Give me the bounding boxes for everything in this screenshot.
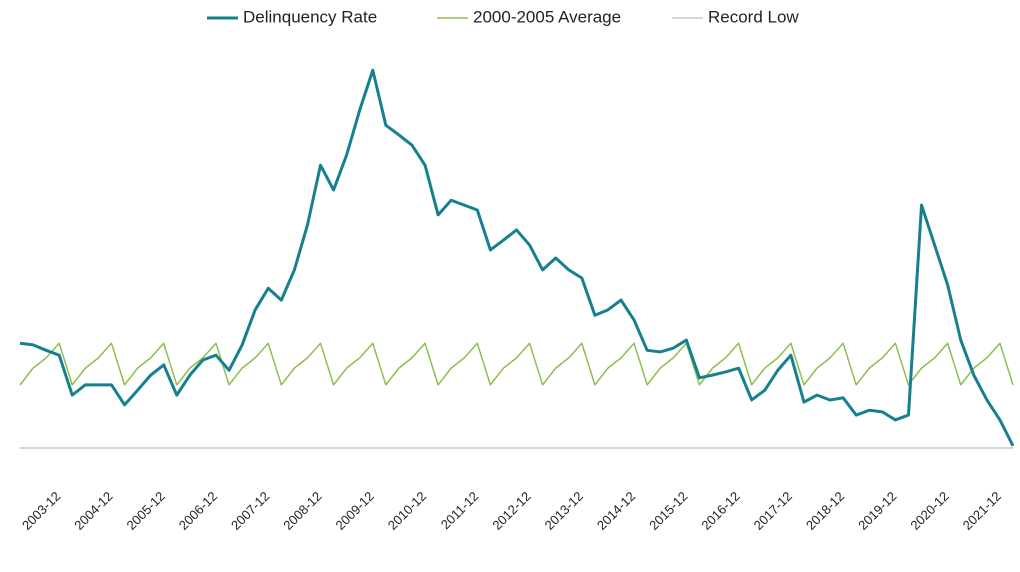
- x-tick-label: 2021-12: [960, 489, 1004, 533]
- x-tick-label: 2005-12: [123, 489, 167, 533]
- x-tick-label: 2006-12: [176, 489, 220, 533]
- x-tick-label: 2018-12: [803, 489, 847, 533]
- legend-label: Record Low: [708, 7, 799, 26]
- x-tick-label: 2014-12: [594, 489, 638, 533]
- x-tick-label: 2009-12: [333, 489, 377, 533]
- series-line: [19, 342, 1014, 386]
- x-tick-label: 2015-12: [646, 489, 690, 533]
- x-tick-label: 2011-12: [438, 489, 482, 533]
- series-line: [19, 68, 1015, 447]
- x-tick-label: 2017-12: [751, 489, 795, 533]
- x-tick-label: 2007-12: [228, 489, 272, 533]
- x-tick-label: 2012-12: [489, 489, 533, 533]
- x-tick-label: 2016-12: [698, 489, 742, 533]
- legend-label: Delinquency Rate: [243, 7, 377, 26]
- x-tick-label: 2010-12: [385, 489, 429, 533]
- x-tick-label: 2008-12: [280, 489, 324, 533]
- x-tick-label: 2020-12: [907, 489, 951, 533]
- x-tick-label: 2003-12: [19, 489, 63, 533]
- x-tick-label: 2019-12: [855, 489, 899, 533]
- x-tick-label: 2013-12: [542, 489, 586, 533]
- x-tick-label: 2004-12: [71, 489, 115, 533]
- legend-label: 2000-2005 Average: [473, 7, 621, 26]
- legend: Delinquency Rate 2000-2005 Average Record …: [207, 7, 799, 26]
